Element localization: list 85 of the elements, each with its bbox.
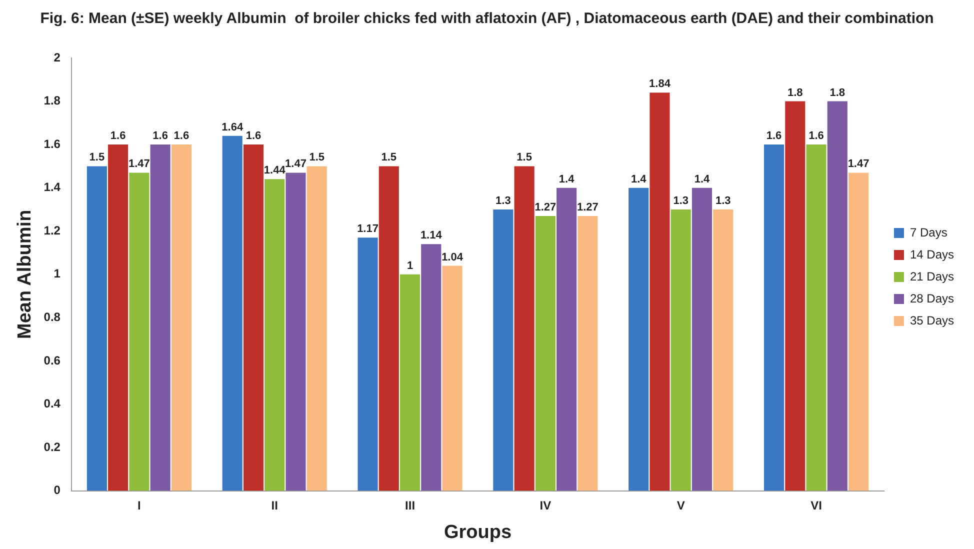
data-label: 1.27 <box>534 202 556 214</box>
x-tick-label: V <box>676 498 685 512</box>
y-tick-label: 2 <box>54 50 61 64</box>
bar <box>400 274 420 491</box>
data-label: 1.6 <box>110 130 126 142</box>
y-tick-label: 1.6 <box>44 136 61 151</box>
legend-label: 35 Days <box>910 313 954 328</box>
y-axis-title: Mean Albumin <box>14 210 36 339</box>
bar <box>171 144 192 491</box>
data-label: 1.3 <box>715 195 731 208</box>
legend-label: 21 Days <box>910 269 954 284</box>
bar <box>442 266 462 491</box>
bar <box>578 216 598 491</box>
data-label: 1.8 <box>787 86 803 99</box>
bar <box>556 188 577 491</box>
data-label: 1.4 <box>558 173 576 186</box>
bar <box>628 188 649 491</box>
x-tick-label: II <box>271 498 278 512</box>
bar <box>785 101 806 491</box>
data-label: 1.84 <box>649 78 672 90</box>
bar <box>848 172 869 491</box>
data-label: 1.3 <box>496 195 511 208</box>
data-label: 1.14 <box>420 230 443 242</box>
data-label: 1.44 <box>264 164 286 177</box>
data-label: 1.64 <box>222 121 244 134</box>
bar <box>108 144 128 491</box>
x-tick-label: VI <box>810 498 822 512</box>
y-tick-label: 0.4 <box>44 396 61 411</box>
data-label: 1.5 <box>381 152 397 164</box>
data-label: 1.04 <box>442 251 464 264</box>
data-label: 1.6 <box>152 130 168 142</box>
data-label: 1.6 <box>174 130 190 142</box>
data-label: 1.27 <box>576 202 598 214</box>
data-label: 1.6 <box>808 130 824 142</box>
data-label: 1.5 <box>89 152 105 164</box>
y-tick-label: 1.4 <box>44 180 61 194</box>
y-tick-label: 0 <box>54 483 61 498</box>
bar <box>222 136 242 491</box>
y-tick-label: 1.8 <box>44 94 61 108</box>
bar <box>493 209 514 491</box>
bar <box>286 172 306 491</box>
data-label: 1.5 <box>309 152 325 164</box>
legend-label: 7 Days <box>910 225 948 240</box>
bar <box>764 144 784 491</box>
data-label: 1.6 <box>246 130 262 142</box>
bar <box>421 244 442 491</box>
x-axis-title: Groups <box>444 522 512 543</box>
data-label: 1.4 <box>694 173 711 186</box>
bar <box>150 144 170 491</box>
data-label: 1.8 <box>830 86 846 99</box>
bar <box>535 216 556 491</box>
bar <box>243 144 264 491</box>
data-label: 1.5 <box>516 152 532 164</box>
bar <box>713 209 734 491</box>
data-label: 1.17 <box>357 223 378 236</box>
x-tick-label: III <box>405 498 416 512</box>
y-tick-label: 0.6 <box>44 353 61 368</box>
bar <box>306 166 327 491</box>
legend-label: 28 Days <box>910 291 954 306</box>
bar <box>358 238 378 491</box>
x-tick-label: I <box>138 498 141 512</box>
y-tick-label: 0.8 <box>44 310 61 324</box>
data-label: 1.47 <box>285 158 306 170</box>
bar <box>514 166 534 491</box>
x-tick-label: IV <box>540 498 552 512</box>
y-tick-label: 1.2 <box>44 223 61 238</box>
bar <box>827 101 848 491</box>
bar <box>692 188 712 491</box>
y-tick-label: 0.2 <box>44 440 61 454</box>
bar <box>264 179 285 491</box>
y-tick-label: 1 <box>54 266 61 281</box>
chart-title: Fig. 6: Mean (±SE) weekly Albumin of broiler chicks fed with aflatoxin (AF) , Diatomaceous earth (DAE) and their combination <box>40 10 934 28</box>
bar <box>86 166 107 491</box>
data-label: 1.47 <box>848 158 870 170</box>
data-label: 1 <box>406 260 414 272</box>
data-label: 1.3 <box>673 195 689 208</box>
data-label: 1.4 <box>630 173 648 186</box>
data-label: 1.6 <box>766 130 782 142</box>
legend-label: 14 Days <box>910 247 954 262</box>
bar <box>670 209 691 491</box>
bar <box>129 172 150 491</box>
bar <box>806 144 826 491</box>
data-label: 1.47 <box>128 158 150 170</box>
bar <box>650 92 670 491</box>
bar <box>378 166 399 491</box>
